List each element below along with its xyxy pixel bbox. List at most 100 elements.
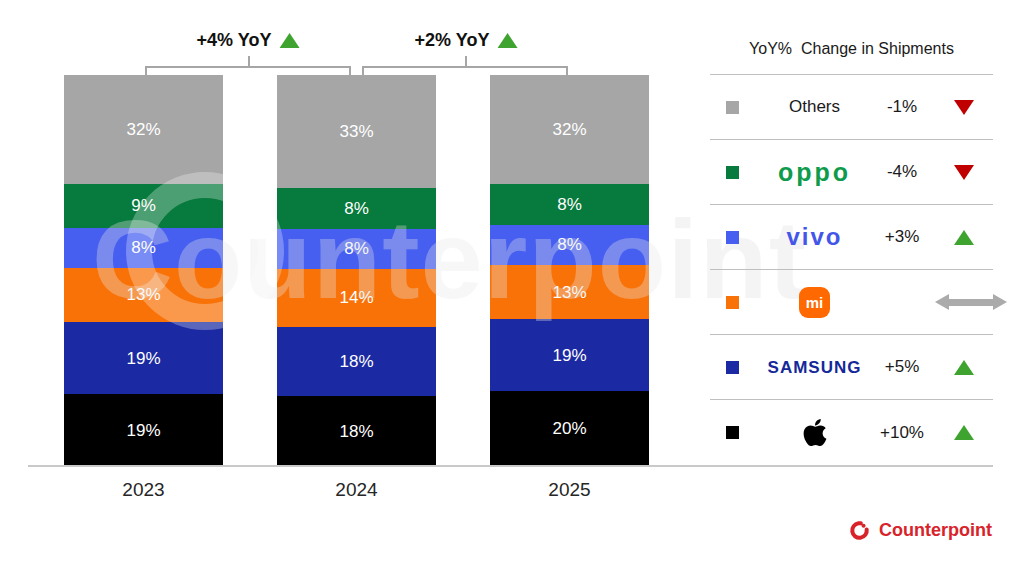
trend-arrow-cell xyxy=(935,205,993,269)
vivo-logo: vivo xyxy=(786,225,842,249)
trend-arrow-cell xyxy=(935,140,993,204)
segment-value-label: 20% xyxy=(552,420,586,437)
segment-value-label: 14% xyxy=(339,289,373,306)
trend-arrow-cell xyxy=(935,270,993,334)
trend-arrow-cell xyxy=(935,75,993,139)
legend-swatch-xiaomi xyxy=(726,296,739,309)
legend-row-oppo: oppo -4% xyxy=(710,140,993,205)
segment-value-label: 19% xyxy=(552,347,586,364)
bar-2024: 33% 8% 8% 14% 18% 18% xyxy=(277,75,436,466)
up-triangle-icon xyxy=(954,230,974,245)
segment-value-label: 13% xyxy=(552,284,586,301)
legend-rows: Others -1% oppo -4% vivo +3% mi SAMSUNG +5% +10% xyxy=(710,75,993,465)
segment-value-label: 13% xyxy=(126,286,160,303)
segment-value-label: 8% xyxy=(557,236,582,253)
legend-swatch-apple xyxy=(726,426,739,439)
counterpoint-logo: Counterpoint xyxy=(848,519,992,542)
segment-value-label: 8% xyxy=(344,200,369,217)
segment-value-label: 8% xyxy=(344,240,369,257)
yoy-bracket-2024-2025 xyxy=(362,66,568,75)
segment-vivo-2025: 8% xyxy=(490,225,649,265)
up-triangle-icon xyxy=(279,33,299,48)
mi-logo-text: mi xyxy=(806,295,824,310)
legend-brand-cell xyxy=(760,417,869,448)
legend-row-xiaomi: mi xyxy=(710,270,993,335)
counterpoint-wordmark: Counterpoint xyxy=(879,520,992,541)
others-label: Others xyxy=(789,97,840,117)
up-triangle-icon xyxy=(954,360,974,375)
legend-row-apple: +10% xyxy=(710,400,993,465)
trend-arrow-cell xyxy=(935,335,993,399)
segment-samsung-2024: 18% xyxy=(277,327,436,397)
segment-vivo-2024: 8% xyxy=(277,229,436,269)
segment-vivo-2023: 8% xyxy=(64,228,223,268)
segment-value-label: 8% xyxy=(131,239,156,256)
legend-brand-cell: mi xyxy=(760,287,869,318)
legend-title: YoY% Change in Shipments xyxy=(710,24,993,75)
down-triangle-icon xyxy=(954,100,974,115)
oppo-logo: oppo xyxy=(778,160,851,185)
legend-swatch-oppo xyxy=(726,166,739,179)
yoy-annotation-2024-2025: +2% YoY xyxy=(415,30,518,51)
bar-2023: 32% 9% 8% 13% 19% 19% xyxy=(64,75,223,466)
segment-value-label: 19% xyxy=(126,422,160,439)
yoy-annotation-label: +2% YoY xyxy=(415,30,490,51)
segment-xiaomi-2024: 14% xyxy=(277,269,436,327)
segment-others-2023: 32% xyxy=(64,75,223,184)
legend-swatch-others xyxy=(726,101,739,114)
year-label-2024: 2024 xyxy=(335,479,377,501)
legend-row-samsung: SAMSUNG +5% xyxy=(710,335,993,400)
trend-arrow-cell xyxy=(935,400,993,465)
segment-oppo-2025: 8% xyxy=(490,184,649,224)
segment-others-2025: 32% xyxy=(490,75,649,184)
x-axis-line xyxy=(28,465,993,467)
up-triangle-icon xyxy=(954,425,974,440)
bracket-center-tick xyxy=(248,56,250,66)
yoy-change-value: -4% xyxy=(869,162,935,182)
yoy-change-value: +5% xyxy=(869,357,935,377)
segment-apple-2025: 20% xyxy=(490,391,649,466)
segment-value-label: 19% xyxy=(126,350,160,367)
yoy-change-value: +10% xyxy=(869,423,935,443)
segment-oppo-2023: 9% xyxy=(64,184,223,227)
down-triangle-icon xyxy=(954,165,974,180)
legend-row-others: Others -1% xyxy=(710,75,993,140)
samsung-logo: SAMSUNG xyxy=(768,359,862,376)
legend-swatch-vivo xyxy=(726,231,739,244)
legend-swatch-samsung xyxy=(726,361,739,374)
segment-oppo-2024: 8% xyxy=(277,188,436,228)
up-triangle-icon xyxy=(497,33,517,48)
legend-row-vivo: vivo +3% xyxy=(710,205,993,270)
segment-samsung-2023: 19% xyxy=(64,322,223,394)
segment-value-label: 18% xyxy=(339,353,373,370)
segment-others-2024: 33% xyxy=(277,75,436,188)
segment-value-label: 33% xyxy=(339,123,373,140)
segment-value-label: 8% xyxy=(557,196,582,213)
segment-value-label: 18% xyxy=(339,423,373,440)
flat-double-arrow-icon xyxy=(935,294,1007,310)
yoy-bracket-2023-2024 xyxy=(145,66,351,75)
legend-brand-cell: oppo xyxy=(760,160,869,185)
flat-arrow-part xyxy=(993,294,1007,310)
flat-arrow-part xyxy=(949,299,993,306)
apple-logo xyxy=(803,417,827,448)
segment-samsung-2025: 19% xyxy=(490,319,649,391)
segment-value-label: 32% xyxy=(126,121,160,138)
year-label-2025: 2025 xyxy=(548,479,590,501)
legend-brand-cell: vivo xyxy=(760,225,869,249)
segment-apple-2023: 19% xyxy=(64,394,223,466)
segment-xiaomi-2025: 13% xyxy=(490,265,649,320)
yoy-change-value: +3% xyxy=(869,227,935,247)
xiaomi-mi-logo: mi xyxy=(799,287,830,318)
chart-canvas: +4% YoY +2% YoY 32%9%8%13%19%19%202333%8… xyxy=(0,0,1024,566)
segment-value-label: 32% xyxy=(552,121,586,138)
legend-panel: YoY% Change in Shipments Others -1% oppo -4… xyxy=(710,24,993,465)
bracket-center-tick xyxy=(465,56,467,66)
yoy-annotation-label: +4% YoY xyxy=(197,30,272,51)
legend-brand-cell: Others xyxy=(760,97,869,117)
yoy-change-value: -1% xyxy=(869,97,935,117)
segment-value-label: 9% xyxy=(131,197,156,214)
yoy-annotation-2023-2024: +4% YoY xyxy=(197,30,300,51)
legend-brand-cell: SAMSUNG xyxy=(760,359,869,376)
bar-2025: 32% 8% 8% 13% 19% 20% xyxy=(490,75,649,466)
